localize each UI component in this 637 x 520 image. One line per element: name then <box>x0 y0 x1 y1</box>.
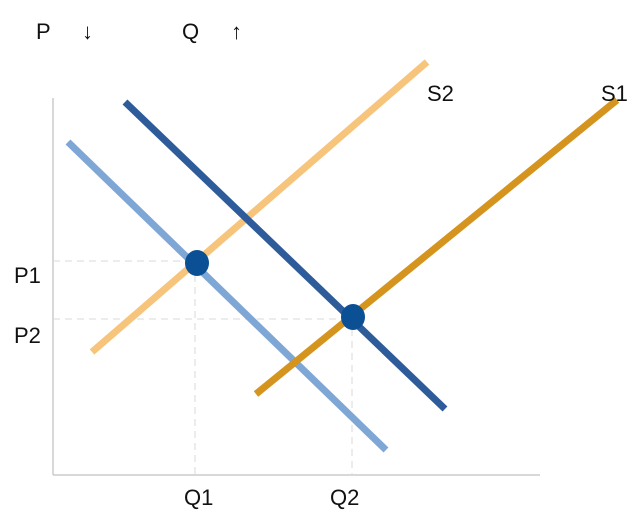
demand-curve-d2 <box>122 99 448 412</box>
s1-label: S1 <box>601 81 628 106</box>
quantity-up-arrow-icon: ↑ <box>231 19 242 44</box>
equilibrium-point-2 <box>341 304 365 330</box>
p1-label: P1 <box>14 263 41 288</box>
p2-label: P2 <box>14 323 41 348</box>
quantity-label: Q <box>182 19 199 44</box>
price-label: P <box>36 19 51 44</box>
s2-label: S2 <box>427 81 454 106</box>
q2-label: Q2 <box>330 485 359 510</box>
price-down-arrow-icon: ↓ <box>82 19 93 44</box>
demand-curve-d1 <box>65 139 389 453</box>
supply-curve-s1 <box>253 97 620 397</box>
supply-curve-s2 <box>89 59 430 355</box>
equilibrium-point-1 <box>185 250 209 276</box>
q1-label: Q1 <box>184 485 213 510</box>
